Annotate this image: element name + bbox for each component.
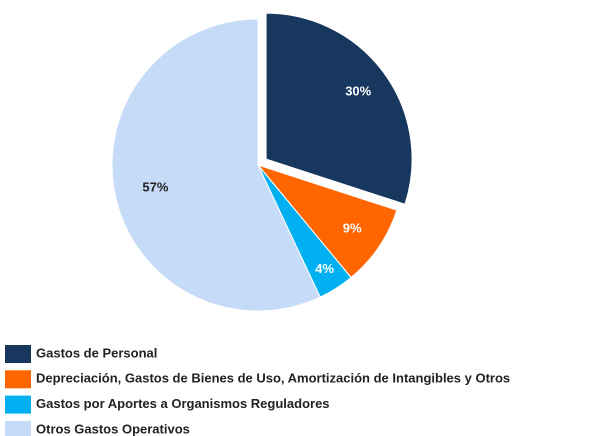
legend-swatch: [5, 420, 31, 436]
pie-slice: [111, 18, 321, 312]
data-label: 30%: [345, 84, 371, 99]
legend-label: Otros Gastos Operativos: [36, 421, 190, 436]
data-label: 9%: [343, 220, 362, 235]
legend-label: Gastos de Personal: [36, 345, 157, 360]
pie-slice: [265, 12, 413, 205]
legend-swatch: [5, 370, 31, 389]
data-label: 4%: [315, 261, 334, 276]
data-label: 57%: [142, 179, 168, 194]
pie-slice: [256, 163, 398, 279]
legend-label: Gastos por Aportes a Organismos Regulado…: [36, 396, 330, 411]
legend-swatch: [5, 345, 31, 363]
legend-swatch: [5, 395, 31, 414]
legend-label: Depreciación, Gastos de Bienes de Uso, A…: [36, 371, 510, 386]
